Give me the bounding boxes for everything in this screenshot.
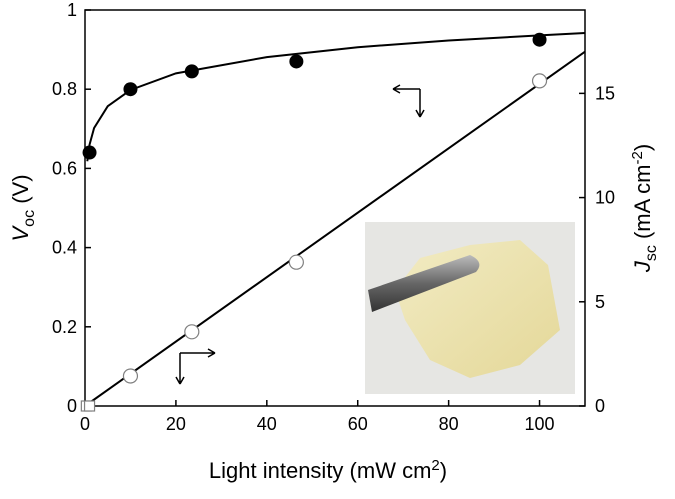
y-tick-label: 0.8 bbox=[52, 79, 77, 99]
point bbox=[532, 32, 547, 47]
x-axis-label: Light intensity (mW cm2) bbox=[209, 457, 447, 483]
point bbox=[289, 54, 304, 69]
fit-line bbox=[84, 50, 586, 407]
point bbox=[82, 145, 97, 160]
x-tick-label: 20 bbox=[166, 414, 186, 434]
y-tick-label: 1 bbox=[67, 0, 77, 20]
y-tick-label: 0.2 bbox=[52, 317, 77, 337]
y2-tick-label: 10 bbox=[595, 188, 615, 208]
y2-axis-label: Jsc (mA cm-2) bbox=[629, 144, 660, 273]
y2-tick-label: 0 bbox=[595, 396, 605, 416]
x-tick-label: 80 bbox=[439, 414, 459, 434]
fit-line bbox=[86, 31, 586, 162]
point bbox=[83, 400, 96, 412]
y2-tick-label: 5 bbox=[595, 292, 605, 312]
point bbox=[184, 64, 199, 79]
y-tick-label: 0.4 bbox=[52, 238, 77, 258]
inset-photo bbox=[365, 222, 575, 394]
arrows bbox=[175, 84, 425, 385]
point bbox=[123, 82, 138, 97]
y-tick-label: 0 bbox=[67, 396, 77, 416]
x-tick-label: 40 bbox=[257, 414, 277, 434]
x-tick-label: 60 bbox=[348, 414, 368, 434]
point bbox=[184, 324, 200, 340]
x-tick-label: 0 bbox=[80, 414, 90, 434]
x-tick-label: 100 bbox=[525, 414, 555, 434]
y-tick-label: 0.6 bbox=[52, 158, 77, 178]
point bbox=[531, 73, 548, 89]
plot-frame bbox=[84, 9, 586, 407]
y2-tick-label: 15 bbox=[595, 83, 615, 103]
point bbox=[122, 368, 139, 384]
y-axis-label: Voc (V) bbox=[8, 174, 38, 241]
point bbox=[288, 254, 304, 270]
